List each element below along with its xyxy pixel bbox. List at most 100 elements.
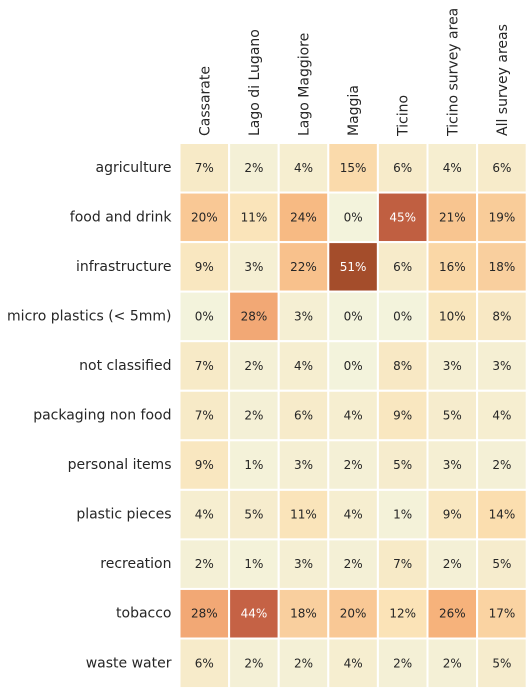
heatmap-cell [178, 389, 231, 442]
heatmap-cell [178, 340, 231, 392]
heatmap-cell [277, 439, 330, 491]
column-label: Ticino survey area [445, 8, 461, 137]
heatmap-cell [426, 439, 479, 491]
cell-value-label: 4% [195, 508, 214, 522]
cell-value-label: 9% [195, 260, 214, 274]
column-label: Lago Maggiore [297, 33, 313, 136]
cell-value-label: 9% [195, 458, 214, 472]
heatmap-cell [327, 488, 379, 541]
heatmap-cell [277, 241, 330, 293]
heatmap-cell [327, 587, 379, 640]
cell-value-label: 4% [492, 409, 511, 423]
cell-value-label: 3% [492, 359, 511, 373]
heatmap-cell [376, 587, 429, 640]
row-label: waste water [86, 655, 172, 671]
cell-value-label: 3% [294, 557, 313, 571]
cell-value-label: 9% [443, 508, 462, 522]
cell-value-label: 2% [393, 656, 412, 670]
heatmap-cell [376, 488, 429, 541]
cell-value-label: 5% [492, 656, 511, 670]
cell-value-label: 17% [489, 607, 516, 621]
cell-value-label: 6% [195, 656, 214, 670]
cell-value-label: 1% [244, 458, 263, 472]
heatmap-cell [476, 587, 528, 640]
cell-value-label: 0% [344, 309, 363, 323]
heatmap-cell [476, 637, 528, 690]
cell-value-label: 28% [191, 607, 218, 621]
cell-value-label: 3% [443, 458, 462, 472]
cell-value-label: 1% [244, 557, 263, 571]
heatmap-cell [277, 637, 330, 690]
heatmap-cell [376, 637, 429, 690]
cell-value-label: 2% [443, 557, 462, 571]
heatmap-cell [277, 538, 330, 590]
heatmap-cell [376, 538, 429, 590]
heatmap-cells: 7% 2% 4% 15% 6% 4% 6% 20% 11% 24% 0% 45% 21% 19% 9% 3% 2… [178, 142, 528, 690]
cell-value-label: 14% [489, 508, 516, 522]
heatmap-cell [327, 439, 379, 491]
row-label: not classified [79, 358, 171, 374]
cell-value-label: 0% [393, 309, 412, 323]
row-label: recreation [100, 556, 171, 572]
cell-value-label: 4% [294, 359, 313, 373]
cell-value-label: 4% [344, 656, 363, 670]
heatmap-cell [426, 290, 479, 343]
heatmap-cell [376, 191, 429, 244]
cell-value-label: 0% [195, 309, 214, 323]
heatmap-cell [476, 488, 528, 541]
cell-value-label: 3% [294, 458, 313, 472]
cell-value-label: 5% [393, 458, 412, 472]
row-label: tobacco [116, 606, 171, 622]
cell-value-label: 2% [244, 359, 263, 373]
cell-value-label: 18% [290, 607, 317, 621]
row-label: infrastructure [76, 259, 172, 275]
cell-value-label: 44% [241, 607, 268, 621]
heatmap-cell [178, 191, 231, 244]
cell-value-label: 18% [489, 260, 516, 274]
cell-value-label: 9% [393, 409, 412, 423]
column-label: All survey areas [495, 24, 511, 136]
cell-value-label: 22% [290, 260, 317, 274]
cell-value-label: 8% [492, 309, 511, 323]
heatmap-cell [426, 241, 479, 293]
cell-value-label: 2% [244, 409, 263, 423]
row-label: plastic pieces [76, 507, 171, 523]
cell-value-label: 2% [195, 557, 214, 571]
column-label: Maggia [346, 85, 362, 136]
heatmap-cell [228, 241, 280, 293]
cell-value-label: 4% [443, 161, 462, 175]
cell-value-label: 3% [443, 359, 462, 373]
column-label: Cassarate [197, 66, 213, 136]
cell-value-label: 51% [340, 260, 367, 274]
row-label: food and drink [70, 209, 173, 225]
heatmap-cell [228, 290, 280, 343]
cell-value-label: 11% [241, 210, 268, 224]
cell-value-label: 2% [443, 656, 462, 670]
heatmap-cell [376, 241, 429, 293]
heatmap-cell [426, 587, 479, 640]
cell-value-label: 4% [344, 508, 363, 522]
cell-value-label: 5% [443, 409, 462, 423]
heatmap-cell [327, 637, 379, 690]
cell-value-label: 3% [244, 260, 263, 274]
cell-value-label: 0% [344, 359, 363, 373]
column-label: Lago di Lugano [247, 29, 263, 136]
heatmap-cell [277, 340, 330, 392]
cell-value-label: 2% [244, 161, 263, 175]
cell-value-label: 2% [492, 458, 511, 472]
heatmap-cell [476, 191, 528, 244]
cell-value-label: 26% [439, 607, 466, 621]
heatmap-cell [277, 191, 330, 244]
cell-value-label: 21% [439, 210, 466, 224]
heatmap-cell [178, 587, 231, 640]
column-label: Ticino [396, 95, 412, 137]
cell-value-label: 4% [344, 409, 363, 423]
cell-value-label: 5% [244, 508, 263, 522]
cell-value-label: 28% [241, 309, 268, 323]
heatmap-cell [178, 488, 231, 541]
cell-value-label: 45% [389, 210, 416, 224]
heatmap-cell [178, 290, 231, 343]
cell-value-label: 19% [489, 210, 516, 224]
heatmap-cell [476, 241, 528, 293]
cell-value-label: 10% [439, 309, 466, 323]
